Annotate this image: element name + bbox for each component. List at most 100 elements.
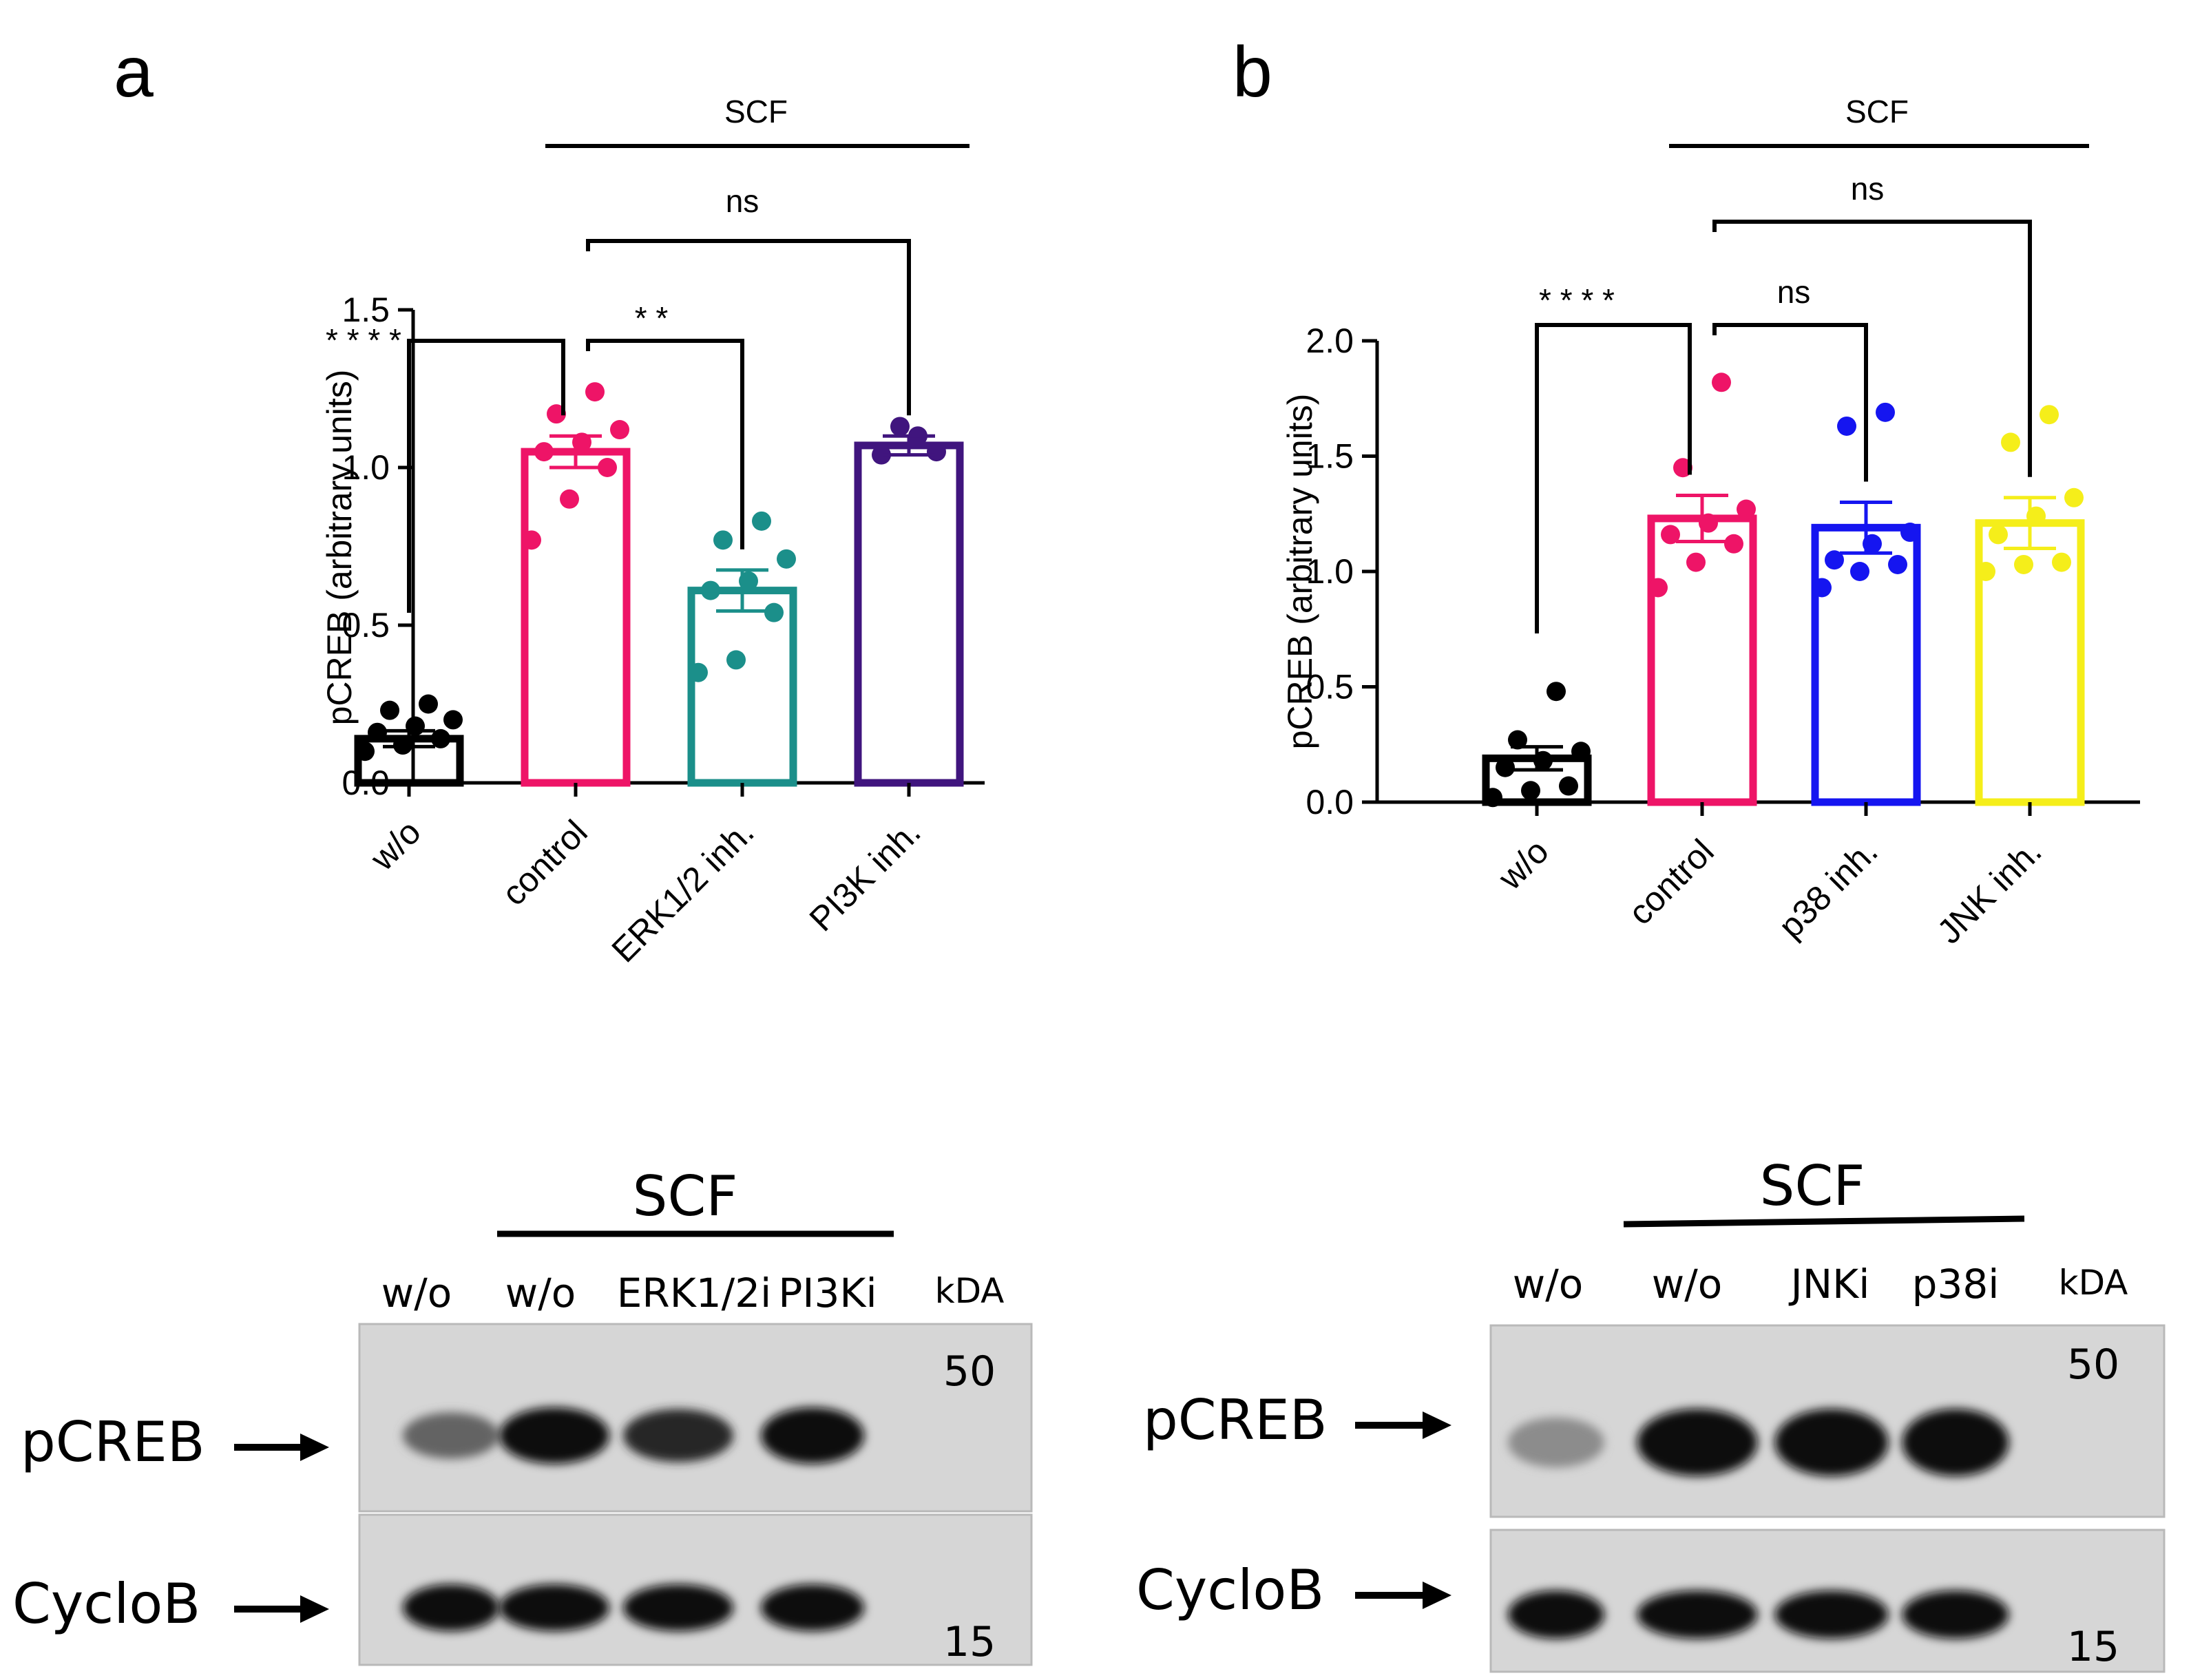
significance-label-a-2: ns xyxy=(726,183,759,219)
significance-bracket-a-1 xyxy=(586,339,744,549)
significance-bracket-b-2 xyxy=(1712,220,2032,477)
error-bar-b-0 xyxy=(1496,745,1578,772)
data-point-a-2-6 xyxy=(713,530,733,550)
band-a-pcreb-1 xyxy=(403,1412,499,1459)
band-b-cyclob-1 xyxy=(1508,1590,1604,1639)
data-point-b-3-0 xyxy=(1976,562,1995,581)
data-point-b-2-7 xyxy=(1876,402,1895,422)
arrow-pcreb-a xyxy=(234,1434,329,1461)
data-point-a-2-0 xyxy=(689,662,708,682)
band-b-pcreb-2 xyxy=(1637,1409,1758,1476)
data-point-b-2-0 xyxy=(1812,578,1832,598)
data-point-b-0-5 xyxy=(1571,742,1591,762)
data-point-b-0-6 xyxy=(1508,730,1527,750)
data-point-b-1-2 xyxy=(1724,534,1743,554)
band-b-cyclob-3 xyxy=(1774,1590,1889,1639)
data-point-b-3-1 xyxy=(2014,554,2033,574)
band-a-pcreb-4 xyxy=(761,1407,864,1464)
significance-bracket-a-0 xyxy=(407,339,565,613)
band-b-pcreb-4 xyxy=(1902,1409,2009,1476)
data-point-a-0-0 xyxy=(355,742,375,762)
significance-label-b-1: ns xyxy=(1777,274,1811,310)
data-point-a-3-0 xyxy=(872,445,891,465)
bands-b xyxy=(1508,1409,2009,1639)
chart-panel-b: b SCF pCREB (arbitrary units) 0.0 0.5 1.0 1… xyxy=(1233,32,2140,951)
x-tick-label-a-3: PI3K inh. xyxy=(802,812,928,938)
band-b-cyclob-4 xyxy=(1902,1590,2009,1639)
significance-bracket-b-1 xyxy=(1712,323,1868,482)
lane-label-b-3: JNKi xyxy=(1789,1261,1870,1308)
data-point-b-1-5 xyxy=(1737,499,1756,519)
significance-label-a-0: * * * * xyxy=(326,322,401,358)
kda-label-b: kDA xyxy=(2059,1263,2128,1303)
data-point-b-0-2 xyxy=(1559,776,1578,796)
data-point-b-1-1 xyxy=(1686,552,1706,572)
bar-a-3 xyxy=(854,441,964,787)
western-blot-a: SCF w/o w/o ERK1/2i PI3Ki kDA 50 15 pCRE… xyxy=(12,1164,1033,1666)
y-tick-label-b-1: 0.5 xyxy=(1306,668,1354,706)
lane-label-b-1: w/o xyxy=(1513,1261,1583,1308)
y-tick-label-b-2: 1.0 xyxy=(1306,552,1354,591)
band-a-cyclob-2 xyxy=(499,1584,609,1631)
error-bar-b-3 xyxy=(1989,496,2071,550)
kda-label-a: kDA xyxy=(935,1271,1005,1311)
data-point-b-3-6 xyxy=(2001,432,2020,452)
scf-label-a: SCF xyxy=(724,94,788,129)
error-bar-a-1 xyxy=(534,434,617,470)
data-point-b-3-2 xyxy=(2052,552,2071,572)
x-tick-label-a-0: w/o xyxy=(362,812,428,878)
data-point-a-2-1 xyxy=(726,650,746,670)
data-point-a-2-5 xyxy=(777,549,796,569)
lane-label-a-1: w/o xyxy=(381,1270,452,1316)
lane-label-a-4: PI3Ki xyxy=(778,1270,877,1316)
arrow-cyclob-b xyxy=(1355,1582,1451,1609)
x-tick-label-b-0: w/o xyxy=(1490,832,1555,897)
data-point-a-0-6 xyxy=(380,700,399,720)
significance-bracket-a-2 xyxy=(586,239,911,416)
band-b-pcreb-3 xyxy=(1774,1409,1889,1476)
significance-label-a-1: * * xyxy=(635,300,669,336)
band-a-cyclob-1 xyxy=(403,1584,499,1631)
blot-scf-label-b: SCF xyxy=(1760,1154,1865,1218)
lane-label-b-4: p38i xyxy=(1912,1261,2000,1308)
error-bar-a-2 xyxy=(701,568,784,613)
x-tick-label-b-1: control xyxy=(1621,832,1721,932)
data-point-b-0-1 xyxy=(1521,781,1540,801)
chart-panel-a: a SCF pCREB (arbitrary units) 0.00.51.01… xyxy=(114,32,985,969)
bands-a xyxy=(403,1407,864,1631)
row-label-cyclob-a: CycloB xyxy=(12,1572,200,1636)
band-a-cyclob-4 xyxy=(761,1584,864,1631)
blot-scf-line-b xyxy=(1623,1215,2025,1228)
panel-label-b: b xyxy=(1233,32,1272,112)
data-point-b-3-3 xyxy=(1989,525,2008,545)
row-label-cyclob-b: CycloB xyxy=(1136,1558,1324,1622)
band-b-pcreb-1 xyxy=(1508,1417,1604,1468)
data-point-b-0-7 xyxy=(1547,682,1566,702)
data-point-a-1-7 xyxy=(585,382,605,402)
data-point-a-1-5 xyxy=(610,420,629,440)
x-tick-label-a-2: ERK1/2 inh. xyxy=(605,812,762,969)
data-point-b-3-5 xyxy=(2064,487,2084,507)
arrow-cyclob-a xyxy=(234,1595,329,1623)
data-point-a-1-1 xyxy=(560,489,579,509)
data-point-a-0-7 xyxy=(419,694,438,714)
arrow-pcreb-b xyxy=(1355,1411,1451,1439)
western-blot-b: SCF w/o w/o JNKi p38i kDA 50 15 pCREB Cy… xyxy=(1136,1154,2166,1673)
data-point-b-0-3 xyxy=(1496,757,1515,777)
lane-label-a-2: w/o xyxy=(505,1270,576,1316)
lane-label-a-3: ERK1/2i xyxy=(617,1270,771,1316)
row-label-pcreb-a: pCREB xyxy=(21,1410,205,1474)
scf-label-b: SCF xyxy=(1845,94,1909,129)
band-b-cyclob-2 xyxy=(1637,1590,1758,1639)
marker-cyclob-a: 15 xyxy=(943,1618,996,1666)
data-point-a-1-2 xyxy=(598,458,617,477)
error-bar-b-1 xyxy=(1661,493,1743,543)
significance-label-b-2: ns xyxy=(1851,171,1885,207)
data-point-b-2-2 xyxy=(1888,554,1907,574)
y-tick-label-b-0: 0.0 xyxy=(1306,783,1354,821)
error-bar-a-0 xyxy=(368,728,450,748)
plot-area-b: 0.0 0.5 1.0 1.5 2.0 w/o control p38 inh. JNK inh… xyxy=(1306,171,2140,951)
blot-scf-label-a: SCF xyxy=(633,1164,738,1228)
data-point-b-1-0 xyxy=(1648,578,1668,598)
